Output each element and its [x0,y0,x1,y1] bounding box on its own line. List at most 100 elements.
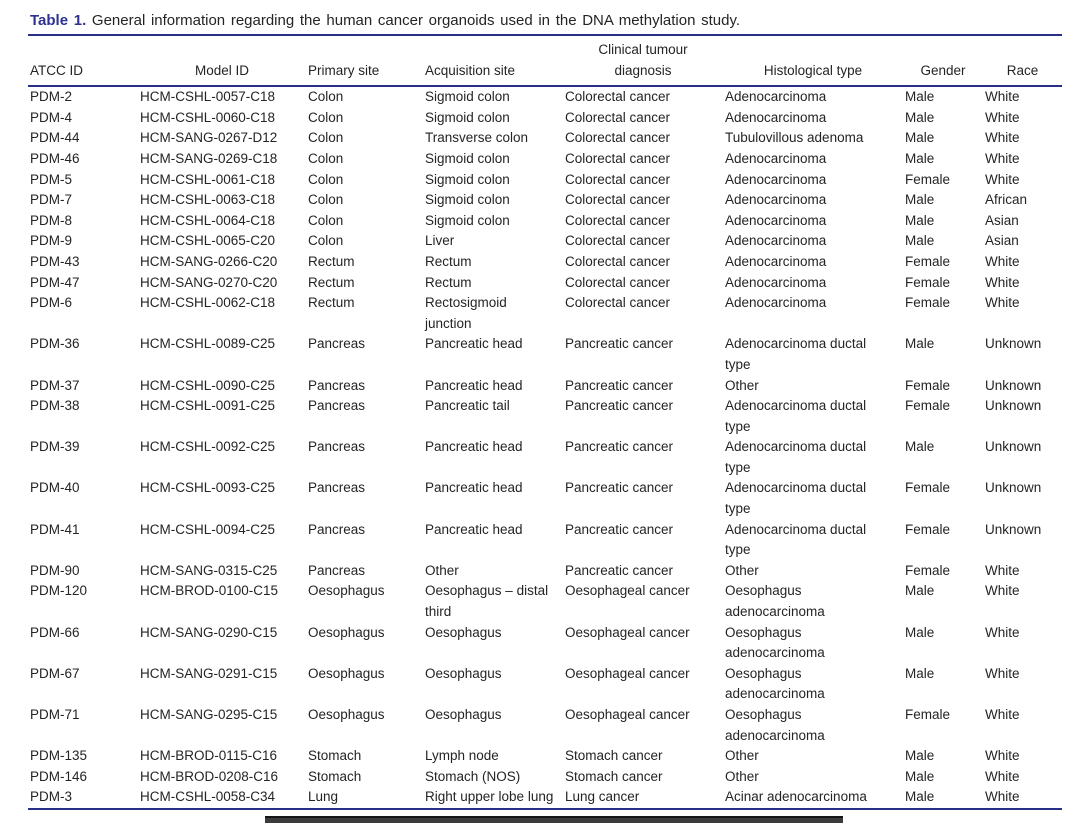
cell-primary-site: Pancreas [308,377,366,393]
cell-acquisition-site: Pancreatic head [425,521,523,537]
table-row: PDM-2 HCM-CSHL-0057-C18 Colon Sigmoid colon… [28,86,1062,108]
cell-acquisition-site: Rectum [425,253,472,269]
cell-acquisition-site: Right upper lobe lung [425,789,554,805]
cell-gender: Female [905,274,951,290]
cell-primary-site: Pancreas [308,521,366,537]
cell-acquisition-site: Sigmoid colon [425,212,510,228]
cell-acquisition-site: Pancreatic head [425,480,523,496]
cell-race: White [985,748,1020,764]
table-row: PDM-41 HCM-CSHL-0094-C25 Pancreas Pancreati… [28,520,1062,561]
cell-acquisition-site: Oesophagus [425,707,502,722]
cell-histological-type: Adenocarcinoma [725,89,827,105]
cell-clinical-tumour-diagnosis: Oesophageal cancer [565,707,690,722]
cell-model-id: HCM-CSHL-0062-C18 [140,295,276,311]
cell-race: White [985,253,1020,269]
cell-primary-site: Colon [308,109,344,125]
table-row: PDM-7 HCM-CSHL-0063-C18 Colon Sigmoid colon… [28,190,1062,211]
cell-acquisition-site: Sigmoid colon [425,150,510,166]
table-row: PDM-36 HCM-CSHL-0089-C25 Pancreas Pancreati… [28,334,1062,375]
cell-gender: Male [905,768,935,784]
cell-atcc-id: PDM-41 [30,521,80,537]
cell-gender: Female [905,521,951,537]
cell-model-id: HCM-BROD-0115-C16 [140,748,278,764]
cell-acquisition-site: Oesophagus [425,665,502,681]
cell-atcc-id: PDM-120 [30,583,88,599]
cell-atcc-id: PDM-3 [30,789,73,805]
cell-primary-site: Rectum [308,274,355,290]
cell-histological-type: Adenocarcinoma ductal type [725,439,867,475]
table-row: PDM-67 HCM-SANG-0291-C15 Oesophagus Oesopha… [28,664,1062,705]
cell-atcc-id: PDM-66 [30,624,80,640]
cell-model-id: HCM-CSHL-0094-C25 [140,521,276,537]
cell-race: White [985,624,1020,640]
cell-race: Unknown [985,336,1042,352]
cell-race: White [985,295,1020,311]
cell-race: White [985,789,1020,805]
cell-gender: Female [905,480,951,496]
cell-primary-site: Stomach [308,748,362,764]
cell-primary-site: Stomach [308,768,362,784]
column-header-atcc-id: ATCC ID [28,36,138,88]
cell-acquisition-site: Sigmoid colon [425,89,510,105]
table-row: PDM-6 HCM-CSHL-0062-C18 Rectum Rectosigmoid… [28,293,1062,334]
cell-gender: Female [905,377,951,393]
table-body: PDM-2 HCM-CSHL-0057-C18 Colon Sigmoid colon… [28,86,1062,809]
cell-atcc-id: PDM-43 [30,253,80,269]
cell-histological-type: Adenocarcinoma [725,109,827,125]
column-header-histological-type: Histological type [723,36,903,88]
cell-histological-type: Adenocarcinoma [725,212,827,228]
cell-gender: Female [905,707,951,722]
cell-model-id: HCM-SANG-0290-C15 [140,624,278,640]
cell-race: African [985,192,1028,208]
cell-gender: Female [905,253,951,269]
cell-clinical-tumour-diagnosis: Colorectal cancer [565,150,671,166]
cell-race: White [985,665,1020,681]
cell-gender: Male [905,89,935,105]
cell-acquisition-site: Pancreatic head [425,439,523,455]
cell-acquisition-site: Liver [425,233,455,249]
cell-clinical-tumour-diagnosis: Pancreatic cancer [565,562,674,578]
cell-clinical-tumour-diagnosis: Stomach cancer [565,748,663,764]
cell-model-id: HCM-SANG-0266-C20 [140,253,278,269]
table-row: PDM-38 HCM-CSHL-0091-C25 Pancreas Pancreati… [28,396,1062,437]
cell-model-id: HCM-BROD-0100-C15 [140,583,279,599]
cell-histological-type: Other [725,768,759,784]
cell-primary-site: Pancreas [308,480,366,496]
cell-primary-site: Pancreas [308,562,366,578]
table-row: PDM-146 HCM-BROD-0208-C16 Stomach Stomach (… [28,767,1062,788]
column-header-race: Race [983,36,1062,88]
cell-acquisition-site: Rectum [425,274,472,290]
cell-atcc-id: PDM-9 [30,233,73,249]
cell-histological-type: Other [725,748,759,764]
cell-primary-site: Oesophagus [308,583,385,599]
cell-gender: Male [905,789,935,805]
table-row: PDM-46 HCM-SANG-0269-C18 Colon Sigmoid colo… [28,149,1062,170]
cell-histological-type: Adenocarcinoma ductal type [725,398,867,434]
cell-atcc-id: PDM-44 [30,130,80,146]
cell-clinical-tumour-diagnosis: Lung cancer [565,789,640,805]
cell-race: White [985,707,1020,722]
table-row: PDM-39 HCM-CSHL-0092-C25 Pancreas Pancreati… [28,437,1062,478]
cell-clinical-tumour-diagnosis: Oesophageal cancer [565,583,690,599]
cell-race: Asian [985,233,1019,249]
cell-model-id: HCM-CSHL-0064-C18 [140,212,276,228]
cell-atcc-id: PDM-135 [30,748,88,764]
cell-primary-site: Lung [308,789,339,805]
table-row: PDM-9 HCM-CSHL-0065-C20 Colon Liver Colorect… [28,231,1062,252]
cell-primary-site: Oesophagus [308,707,385,722]
cell-race: Unknown [985,480,1042,496]
cell-model-id: HCM-CSHL-0060-C18 [140,109,276,125]
cell-race: White [985,171,1020,187]
cell-acquisition-site: Pancreatic tail [425,398,510,414]
cell-primary-site: Colon [308,89,344,105]
cell-race: Unknown [985,398,1042,414]
cell-histological-type: Other [725,377,759,393]
cell-atcc-id: PDM-38 [30,398,80,414]
cell-histological-type: Adenocarcinoma [725,192,827,208]
cell-clinical-tumour-diagnosis: Pancreatic cancer [565,336,674,352]
table-row: PDM-71 HCM-SANG-0295-C15 Oesophagus Oesopha… [28,705,1062,746]
cell-clinical-tumour-diagnosis: Oesophageal cancer [565,665,690,681]
cell-model-id: HCM-CSHL-0090-C25 [140,377,276,393]
cell-primary-site: Rectum [308,295,355,311]
cell-histological-type: Oesophagus adenocarcinoma [725,665,825,702]
